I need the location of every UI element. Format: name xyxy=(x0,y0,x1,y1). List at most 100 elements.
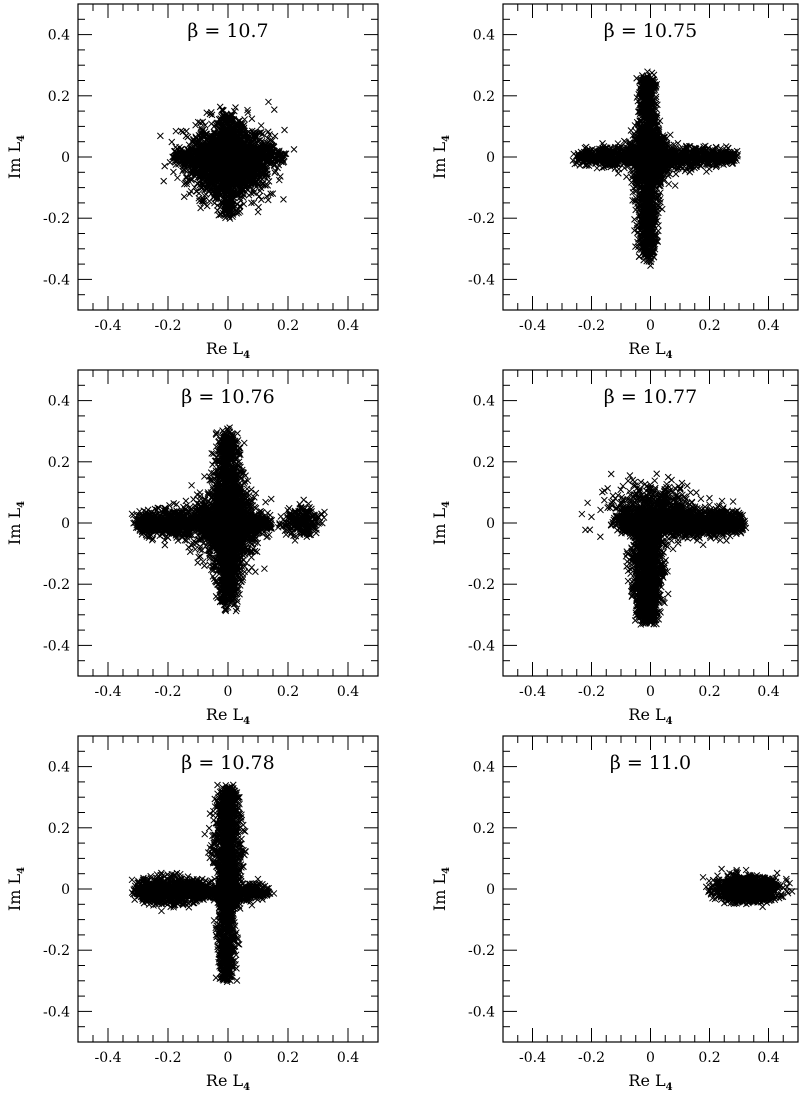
data-point xyxy=(236,159,244,166)
data-point xyxy=(201,121,209,129)
data-point xyxy=(204,151,211,158)
y-axis-label: Im L4 xyxy=(430,135,452,179)
data-point xyxy=(217,156,225,164)
y-tick-label: 0 xyxy=(61,150,70,166)
data-point xyxy=(263,192,271,200)
data-point xyxy=(157,132,164,140)
data-point xyxy=(272,167,279,175)
data-point xyxy=(233,208,241,215)
data-point xyxy=(173,149,181,157)
data-point xyxy=(250,176,258,184)
data-point xyxy=(234,200,241,208)
x-axis-label-subscript: 4 xyxy=(243,350,250,361)
x-tick-label: -0.2 xyxy=(155,318,182,334)
data-point xyxy=(170,168,177,176)
data-point xyxy=(191,167,199,175)
data-point xyxy=(244,109,252,116)
data-point xyxy=(263,170,271,178)
data-point xyxy=(202,131,209,138)
data-point xyxy=(674,139,682,147)
data-point xyxy=(217,211,225,218)
data-point xyxy=(160,177,168,185)
data-point xyxy=(252,145,259,152)
axis-ticks xyxy=(78,4,378,310)
data-point xyxy=(271,169,279,176)
data-point xyxy=(281,126,288,134)
data-point xyxy=(238,189,246,197)
data-point xyxy=(184,157,191,165)
data-point xyxy=(223,147,230,154)
data-point xyxy=(257,122,265,129)
x-tick-label: 0.4 xyxy=(757,318,779,334)
data-point xyxy=(249,153,257,161)
data-point xyxy=(257,196,265,204)
data-point xyxy=(267,143,275,151)
data-point xyxy=(224,155,232,162)
data-point xyxy=(227,168,235,176)
data-point xyxy=(255,155,262,163)
data-point xyxy=(249,156,256,163)
y-axis-label-subscript: 4 xyxy=(16,135,27,142)
data-point xyxy=(180,166,187,173)
data-point xyxy=(203,202,211,210)
y-axis-label-main: Im L xyxy=(5,142,24,180)
data-point xyxy=(229,213,236,221)
data-point xyxy=(226,137,234,145)
data-point xyxy=(232,104,239,111)
data-point xyxy=(665,180,673,188)
data-point xyxy=(204,173,212,181)
data-point xyxy=(245,191,253,199)
data-point xyxy=(183,180,191,188)
data-point xyxy=(198,197,206,205)
x-tick-label: 0.2 xyxy=(698,318,720,334)
data-point xyxy=(196,119,204,127)
data-point xyxy=(209,133,217,141)
data-point xyxy=(199,118,207,126)
data-point xyxy=(226,116,233,123)
data-point xyxy=(232,182,240,190)
y-tick-label: 0.2 xyxy=(48,89,70,105)
data-point xyxy=(213,184,221,192)
data-point xyxy=(220,188,227,195)
data-point xyxy=(227,184,234,191)
y-axis-label: Im L4 xyxy=(5,135,27,179)
data-point xyxy=(210,147,218,155)
data-point xyxy=(221,212,229,219)
data-point xyxy=(228,156,235,164)
data-point xyxy=(168,138,176,146)
data-point xyxy=(180,193,188,201)
data-point xyxy=(276,152,284,159)
data-point xyxy=(227,128,235,136)
data-point xyxy=(216,166,224,174)
data-point xyxy=(280,196,287,203)
x-axis-label-subscript: 4 xyxy=(666,350,673,361)
data-point xyxy=(264,196,272,204)
data-point xyxy=(671,182,679,189)
data-point xyxy=(211,199,218,207)
data-point xyxy=(215,211,223,219)
data-point xyxy=(265,98,272,106)
data-point xyxy=(222,214,229,222)
x-tick-label: 0 xyxy=(224,318,233,334)
data-point xyxy=(214,150,222,157)
data-point xyxy=(252,134,259,142)
data-point xyxy=(248,199,255,207)
data-point xyxy=(256,187,264,195)
data-point xyxy=(208,120,215,128)
y-tick-label: 0 xyxy=(486,150,495,166)
data-point xyxy=(199,197,207,205)
data-point xyxy=(220,194,227,201)
scatter-points xyxy=(157,98,298,222)
data-point xyxy=(274,156,282,164)
y-tick-label: -0.4 xyxy=(468,272,495,288)
data-point xyxy=(247,144,254,151)
data-point xyxy=(161,162,169,170)
data-point xyxy=(173,156,181,164)
data-point xyxy=(183,173,190,180)
data-point xyxy=(243,134,251,142)
data-point xyxy=(250,165,258,172)
data-point xyxy=(243,166,251,173)
data-point xyxy=(186,190,193,198)
data-point xyxy=(227,143,235,151)
y-tick-label: 0.4 xyxy=(48,28,70,44)
